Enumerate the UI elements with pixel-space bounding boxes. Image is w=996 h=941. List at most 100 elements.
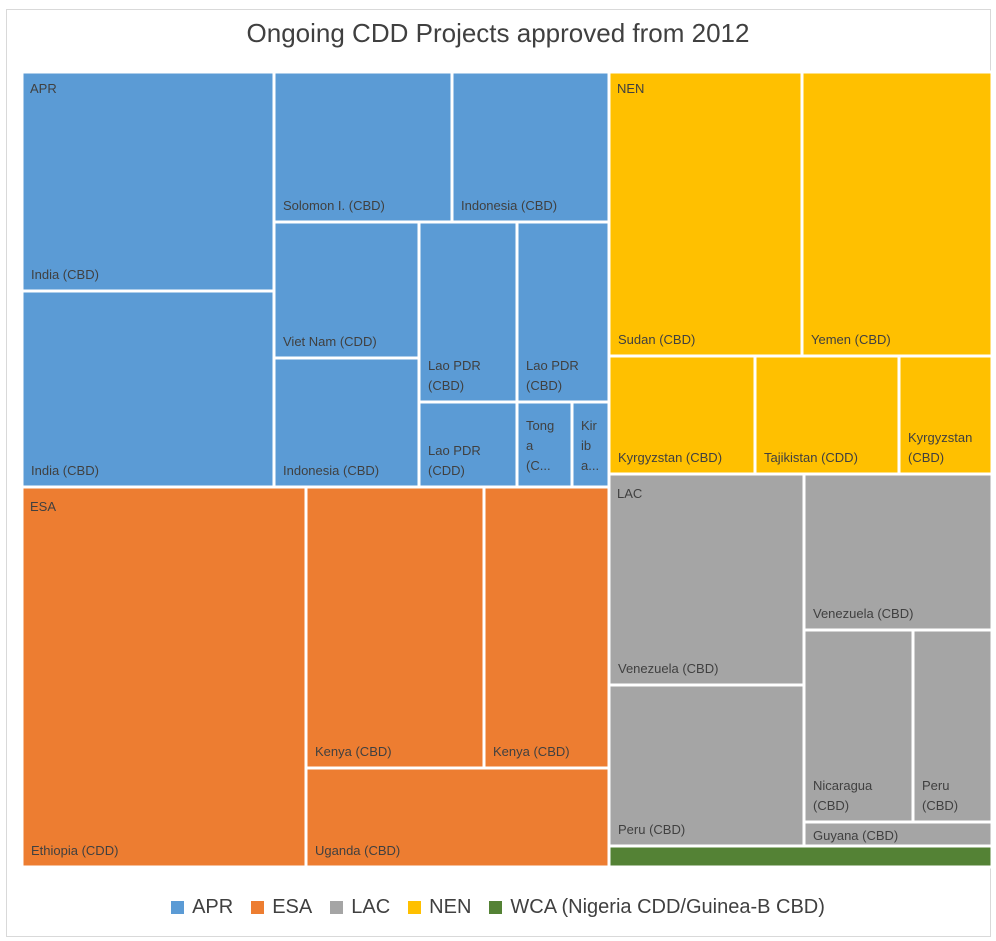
- treemap-tile: Indonesia (CBD): [272, 356, 421, 489]
- tile-label: Nicaragua: [813, 778, 873, 793]
- treemap-tile: Solomon I. (CBD): [272, 70, 454, 224]
- treemap-tile: Tong a (C...: [515, 400, 574, 489]
- treemap-tile: Uganda (CBD): [304, 766, 611, 869]
- tile-label: Lao PDR: [428, 443, 481, 458]
- tile-label: Yemen (CBD): [811, 332, 891, 347]
- tile-label: Ethiopia (CDD): [31, 843, 118, 858]
- tile-rect-esa: [482, 485, 611, 770]
- tile-rect-esa: [304, 485, 486, 770]
- legend-label-apr: APR: [192, 896, 234, 918]
- treemap-tile: Lao PDR (CBD): [417, 220, 519, 404]
- legend: APR ESA LAC NEN WCA (Nigeria CDD/Guinea-…: [0, 896, 996, 919]
- treemap-tile: Kenya (CBD): [304, 485, 486, 770]
- treemap-tile: Peru (CBD): [607, 683, 806, 848]
- treemap-tile: Venezuela (CBD): [802, 472, 994, 632]
- tile-label: Lao PDR: [526, 358, 579, 373]
- chart-title: Ongoing CDD Projects approved from 2012: [246, 18, 750, 48]
- tile-rect-lac: [802, 472, 994, 632]
- tile-rect-lac: [607, 472, 806, 687]
- treemap-tile: Venezuela (CBD): [607, 472, 806, 687]
- treemap-tile: Guyana (CBD): [802, 820, 994, 848]
- legend-swatch-lac: [330, 901, 344, 914]
- group-label-lac: LAC: [617, 486, 642, 501]
- legend-item-lac: LAC: [330, 896, 390, 919]
- legend-item-nen: NEN: [408, 896, 471, 919]
- treemap-tile: Indonesia (CBD): [450, 70, 611, 224]
- tile-label: Kyrgyzstan (CBD): [618, 450, 722, 465]
- treemap-tile: Peru (CBD): [911, 628, 994, 824]
- legend-swatch-nen: [408, 901, 422, 914]
- treemap-tile: Kenya (CBD): [482, 485, 611, 770]
- tile-label: Tong: [526, 418, 554, 433]
- tile-label: Indonesia (CBD): [461, 198, 557, 213]
- tile-rect-apr: [515, 220, 611, 404]
- tile-rect-nen: [607, 354, 757, 476]
- treemap-tile: India (CBD): [20, 70, 276, 293]
- tile-label: (CBD): [908, 450, 944, 465]
- treemap-tile: Viet Nam (CDD): [272, 220, 421, 360]
- tile-label: (CBD): [428, 378, 464, 393]
- tile-rect-apr: [417, 220, 519, 404]
- tile-label: (CDD): [428, 463, 465, 478]
- tile-rect-lac: [607, 683, 806, 848]
- tile-label: India (CBD): [31, 267, 99, 282]
- treemap-tile: Ethiopia (CDD): [20, 485, 308, 869]
- treemap-tile: Kyrgyzstan (CBD): [897, 354, 994, 476]
- tile-label: Viet Nam (CDD): [283, 334, 377, 349]
- tile-label: Peru: [922, 778, 949, 793]
- treemap-tile: Lao PDR (CBD): [515, 220, 611, 404]
- legend-swatch-apr: [171, 901, 185, 914]
- tile-label: (CBD): [526, 378, 562, 393]
- treemap-tile: Kyrgyzstan (CBD): [607, 354, 757, 476]
- group-label-apr: APR: [30, 81, 57, 96]
- tile-label: Peru (CBD): [618, 822, 685, 837]
- tile-label: Venezuela (CBD): [813, 606, 913, 621]
- tile-label: Uganda (CBD): [315, 843, 400, 858]
- tile-rect-lac: [911, 628, 994, 824]
- legend-label-lac: LAC: [351, 896, 391, 918]
- treemap-tile: Sudan (CBD): [607, 70, 804, 358]
- tile-rect-apr: [272, 70, 454, 224]
- tile-rect-apr: [450, 70, 611, 224]
- treemap-tile: Lao PDR (CDD): [417, 400, 519, 489]
- treemap-tile: Kir ib a...: [570, 400, 611, 489]
- legend-label-nen: NEN: [429, 896, 472, 918]
- tile-label: Venezuela (CBD): [618, 661, 718, 676]
- tile-rect-apr: [20, 70, 276, 293]
- legend-swatch-esa: [251, 901, 265, 914]
- group-label-esa: ESA: [30, 499, 56, 514]
- legend-item-apr: APR: [171, 896, 233, 919]
- tile-rect-nen: [800, 70, 994, 358]
- tile-label: a...: [581, 458, 599, 473]
- tile-rect-nen: [607, 70, 804, 358]
- tile-rect-lac: [802, 820, 994, 848]
- tile-label: India (CBD): [31, 463, 99, 478]
- tile-rect-nen: [897, 354, 994, 476]
- tile-label: (C...: [526, 458, 551, 473]
- tile-label: Lao PDR: [428, 358, 481, 373]
- tile-label: Guyana (CBD): [813, 828, 898, 843]
- tile-rect-apr: [20, 289, 276, 489]
- tile-rect-apr: [570, 400, 611, 489]
- tile-rect-esa: [304, 766, 611, 869]
- tile-label: ib: [581, 438, 591, 453]
- treemap-tile: Nicaragua (CBD): [802, 628, 915, 824]
- legend-item-esa: ESA: [251, 896, 312, 919]
- tile-label: Tajikistan (CDD): [764, 450, 858, 465]
- tile-label: Kenya (CBD): [493, 744, 570, 759]
- tile-rect-lac: [802, 628, 915, 824]
- legend-label-esa: ESA: [272, 896, 313, 918]
- tile-label: Kenya (CBD): [315, 744, 392, 759]
- treemap-tile: India (CBD): [20, 289, 276, 489]
- legend-swatch-wca: [489, 901, 503, 914]
- tile-label: Indonesia (CBD): [283, 463, 379, 478]
- legend-label-wca: WCA (Nigeria CDD/Guinea-B CBD): [510, 896, 825, 918]
- tile-label: Kir: [581, 418, 598, 433]
- tile-label: (CBD): [813, 798, 849, 813]
- tile-label: a: [526, 438, 534, 453]
- tile-label: Kyrgyzstan: [908, 430, 972, 445]
- treemap-tile: [607, 844, 994, 869]
- tile-label: Solomon I. (CBD): [283, 198, 385, 213]
- tile-label: (CBD): [922, 798, 958, 813]
